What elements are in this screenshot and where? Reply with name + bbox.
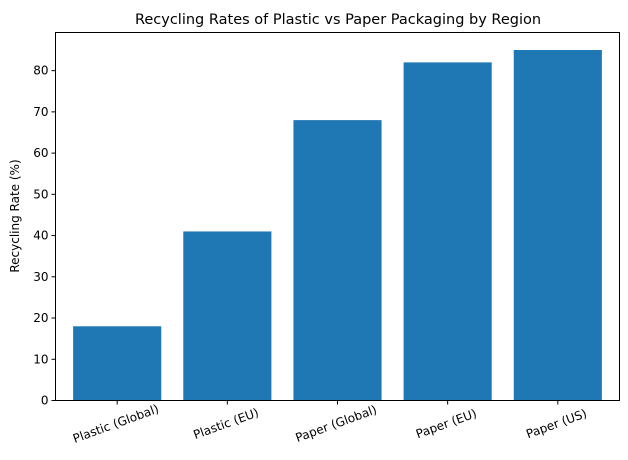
bar	[183, 231, 272, 401]
y-tick-label: 80	[33, 64, 48, 78]
bar	[403, 62, 492, 401]
y-tick-label: 10	[33, 352, 48, 366]
y-tick-label: 60	[33, 146, 48, 160]
y-axis-ticks: 0 10 20 30 40 50 60 70 80	[33, 64, 56, 408]
bar	[513, 50, 602, 401]
y-tick-label: 50	[33, 187, 48, 201]
chart-title: Recycling Rates of Plastic vs Paper Pack…	[135, 12, 541, 28]
bar	[293, 120, 382, 401]
bars-group	[73, 50, 602, 401]
y-tick-label: 40	[33, 229, 48, 243]
x-axis-ticks: Plastic (Global) Plastic (EU) Paper (Globa…	[71, 400, 589, 446]
y-tick-label: 0	[41, 394, 49, 408]
x-tick-label: Plastic (Global)	[71, 402, 161, 446]
x-tick-label: Paper (EU)	[414, 406, 478, 441]
x-tick-label: Plastic (EU)	[191, 405, 260, 442]
y-tick-label: 30	[33, 270, 48, 284]
bar	[73, 326, 162, 401]
x-tick-label: Paper (US)	[524, 406, 589, 441]
y-tick-label: 70	[33, 105, 48, 119]
y-tick-label: 20	[33, 311, 48, 325]
x-tick-label: Paper (Global)	[294, 403, 379, 445]
plot-frame	[55, 32, 620, 401]
y-axis-label: Recycling Rate (%)	[8, 159, 22, 272]
